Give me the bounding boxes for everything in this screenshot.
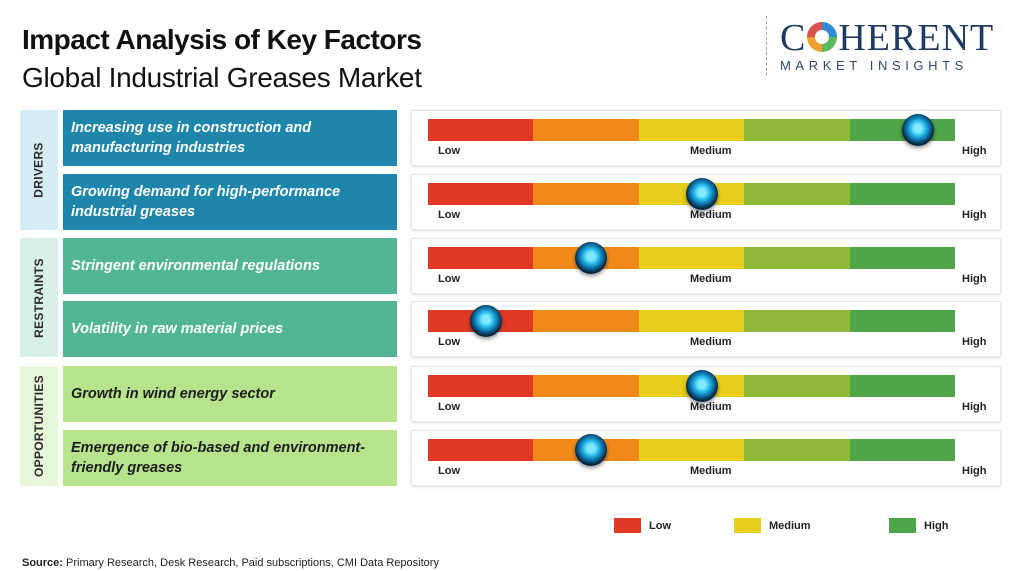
- impact-marker: [575, 434, 608, 466]
- scale-label-high: High: [962, 336, 987, 348]
- logo-letter-c: C: [780, 17, 807, 59]
- bar-segment: [428, 183, 534, 205]
- factor-text: Growing demand for high-performance indu…: [71, 184, 341, 220]
- factor-text: Emergence of bio-based and environment-f…: [71, 440, 366, 476]
- scale-label-high: High: [962, 209, 987, 221]
- scale-label-medium: Medium: [690, 273, 732, 285]
- bar-segment: [849, 247, 956, 269]
- logo-ring-icon: [807, 22, 838, 52]
- bar-segment: [849, 439, 956, 461]
- scale-label-low: Low: [438, 465, 460, 477]
- impact-scale: Low Medium High: [411, 238, 1001, 294]
- impact-scale: Low Medium High: [411, 430, 1001, 486]
- scale-label-medium: Medium: [690, 145, 732, 157]
- bar-segment: [428, 439, 534, 461]
- legend-label: Medium: [769, 519, 811, 532]
- bar-segment: [533, 375, 639, 397]
- bar-segment: [744, 375, 850, 397]
- impact-bar: [428, 439, 956, 461]
- factor-text: Increasing use in construction and manuf…: [71, 120, 312, 156]
- impact-marker: [575, 242, 608, 274]
- factor-box: Stringent environmental regulations: [63, 238, 397, 294]
- scale-label-low: Low: [438, 209, 460, 221]
- logo-divider: [766, 16, 767, 76]
- impact-bar: [428, 183, 956, 205]
- legend-label: High: [924, 519, 949, 532]
- group-label-opportunities: OPPORTUNITIES: [20, 366, 58, 486]
- bar-segment: [428, 375, 534, 397]
- bar-segment: [744, 247, 850, 269]
- bar-segment: [744, 310, 850, 332]
- factor-text: Stringent environmental regulations: [71, 258, 320, 274]
- group-label-text: OPPORTUNITIES: [32, 375, 47, 477]
- scale-label-high: High: [962, 401, 987, 413]
- scale-label-high: High: [962, 465, 987, 477]
- scale-label-medium: Medium: [690, 209, 732, 221]
- scale-label-low: Low: [438, 336, 460, 348]
- scale-label-high: High: [962, 145, 987, 157]
- group-label-restraints: RESTRAINTS: [20, 238, 58, 357]
- group-label-text: DRIVERS: [32, 142, 47, 198]
- logo-tagline: MARKET INSIGHTS: [780, 58, 968, 73]
- impact-bar: [428, 310, 956, 332]
- factor-text: Growth in wind energy sector: [71, 386, 275, 402]
- factor-box: Growth in wind energy sector: [63, 366, 397, 422]
- impact-marker: [469, 305, 502, 337]
- bar-segment: [638, 310, 745, 332]
- group-label-text: RESTRAINTS: [32, 257, 47, 338]
- impact-scale: Low Medium High: [411, 301, 1001, 357]
- bar-segment: [849, 183, 956, 205]
- impact-marker: [686, 370, 719, 402]
- factor-box: Increasing use in construction and manuf…: [63, 110, 397, 166]
- scale-label-low: Low: [438, 273, 460, 285]
- factor-box: Volatility in raw material prices: [63, 301, 397, 357]
- scale-label-high: High: [962, 273, 987, 285]
- impact-marker: [902, 114, 935, 146]
- legend-label: Low: [649, 519, 671, 532]
- scale-label-low: Low: [438, 401, 460, 413]
- scale-label-medium: Medium: [690, 336, 732, 348]
- source-note: Source: Primary Research, Desk Research,…: [22, 557, 439, 569]
- bar-segment: [638, 119, 745, 141]
- legend-item-medium: Medium: [734, 518, 811, 533]
- impact-scale: Low Medium High: [411, 174, 1001, 230]
- source-text: Primary Research, Desk Research, Paid su…: [66, 557, 439, 569]
- bar-segment: [744, 183, 850, 205]
- brand-logo: C HERENT MARKET INSIGHTS: [766, 16, 1016, 78]
- bar-segment: [533, 119, 639, 141]
- impact-bar: [428, 247, 956, 269]
- bar-segment: [533, 310, 639, 332]
- source-prefix: Source:: [22, 557, 63, 569]
- page-subtitle: Global Industrial Greases Market: [22, 62, 422, 93]
- legend-swatch: [889, 518, 916, 533]
- impact-bar: [428, 119, 956, 141]
- scale-label-medium: Medium: [690, 465, 732, 477]
- bar-segment: [638, 247, 745, 269]
- bar-segment: [849, 375, 956, 397]
- impact-marker: [686, 178, 719, 210]
- impact-scale: Low Medium High: [411, 366, 1001, 422]
- factor-box: Growing demand for high-performance indu…: [63, 174, 397, 230]
- bar-segment: [428, 119, 534, 141]
- impact-bar: [428, 375, 956, 397]
- legend-item-low: Low: [614, 518, 671, 533]
- legend-swatch: [614, 518, 641, 533]
- bar-segment: [744, 439, 850, 461]
- page-title: Impact Analysis of Key Factors: [22, 24, 422, 55]
- impact-scale: Low Medium High: [411, 110, 1001, 166]
- logo-letters: HERENT: [838, 17, 995, 59]
- bar-segment: [638, 439, 745, 461]
- bar-segment: [849, 310, 956, 332]
- bar-segment: [428, 247, 534, 269]
- factor-box: Emergence of bio-based and environment-f…: [63, 430, 397, 486]
- scale-label-medium: Medium: [690, 401, 732, 413]
- bar-segment: [533, 183, 639, 205]
- bar-segment: [744, 119, 850, 141]
- factor-text: Volatility in raw material prices: [71, 321, 284, 337]
- legend-item-high: High: [889, 518, 948, 533]
- scale-label-low: Low: [438, 145, 460, 157]
- group-label-drivers: DRIVERS: [20, 110, 58, 230]
- logo-wordmark: C HERENT: [780, 18, 994, 58]
- legend-swatch: [734, 518, 761, 533]
